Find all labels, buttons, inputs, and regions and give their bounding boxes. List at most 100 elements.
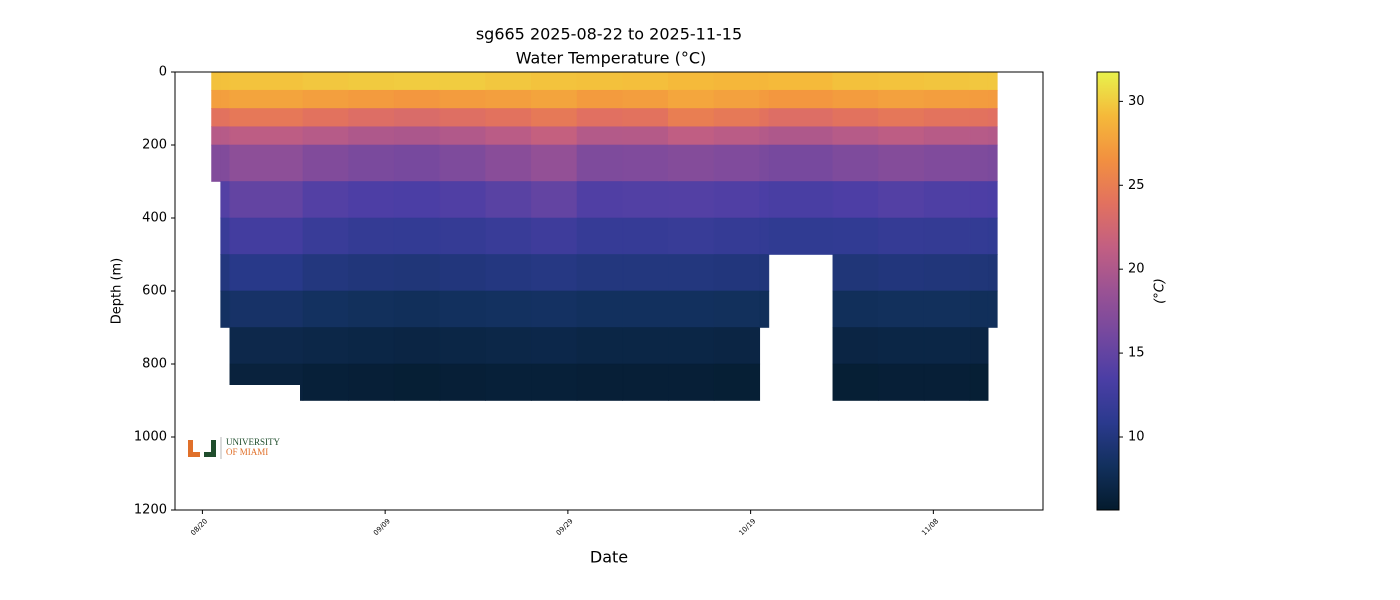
heatmap-cell (923, 290, 971, 328)
heatmap-cell (393, 363, 441, 401)
heatmap-cell (622, 89, 669, 109)
heatmap-cell (759, 217, 770, 255)
heatmap-cell (531, 71, 578, 91)
chart-title: sg665 2025-08-22 to 2025-11-15 (476, 25, 742, 44)
heatmap-cell (531, 108, 578, 128)
heatmap-cell (229, 89, 304, 109)
heatmap-cell (969, 71, 989, 91)
heatmap-cell (439, 126, 486, 146)
heatmap-cell (713, 108, 761, 128)
heatmap-cell (393, 217, 441, 255)
heatmap-cell (923, 327, 971, 365)
heatmap-cell (969, 126, 989, 146)
heatmap-cell (923, 363, 971, 401)
heatmap-cell (969, 217, 989, 255)
heatmap-cell (211, 71, 221, 91)
heatmap-cell (302, 290, 349, 328)
heatmap-cell (832, 89, 879, 109)
heatmap-cell (713, 144, 761, 182)
heatmap-cell (832, 144, 879, 182)
heatmap-cell (878, 144, 925, 182)
heatmap-cell (969, 254, 989, 292)
heatmap-cell (622, 254, 669, 292)
heatmap-cell (832, 108, 879, 128)
heatmap-cell (759, 71, 770, 91)
heatmap-cell (768, 144, 834, 182)
heatmap-cell (622, 363, 669, 401)
heatmap-cell (768, 89, 834, 109)
y-tick-label: 200 (142, 138, 167, 153)
heatmap-cell (439, 144, 486, 182)
heatmap-cell (576, 108, 624, 128)
heatmap-cell (211, 144, 221, 182)
heatmap-cell (713, 71, 761, 91)
x-axis-label: Date (590, 548, 628, 567)
heatmap-cell (832, 181, 879, 219)
heatmap-cell (832, 126, 879, 146)
heatmap-cell (987, 89, 998, 109)
heatmap-cell (393, 290, 441, 328)
heatmap-cell (878, 126, 925, 146)
heatmap-cell (531, 363, 578, 401)
heatmap-cell (923, 217, 971, 255)
heatmap-cell (878, 181, 925, 219)
heatmap-cell (531, 327, 578, 365)
heatmap-cell (923, 126, 971, 146)
heatmap-cell (302, 108, 349, 128)
heatmap-cell (220, 71, 231, 91)
heatmap-cell (229, 181, 304, 219)
heatmap (211, 71, 998, 401)
heatmap-cell (878, 363, 925, 401)
heatmap-cell (759, 108, 770, 128)
heatmap-cell (576, 254, 624, 292)
y-tick-label: 600 (142, 284, 167, 299)
heatmap-cell (878, 89, 925, 109)
heatmap-cell (220, 217, 231, 255)
heatmap-cell (622, 181, 669, 219)
heatmap-cell (713, 181, 761, 219)
heatmap-cell (923, 71, 971, 91)
heatmap-cell (302, 217, 349, 255)
heatmap-cell (969, 327, 989, 365)
heatmap-cell (987, 254, 998, 292)
heatmap-cell (668, 108, 715, 128)
heatmap-cell (211, 89, 221, 109)
heatmap-cell (393, 71, 441, 91)
heatmap-cell (439, 108, 486, 128)
x-tick-label: 09/29 (555, 517, 575, 537)
heatmap-cell (348, 89, 395, 109)
heatmap-cell (878, 254, 925, 292)
y-tick-label: 800 (142, 357, 167, 372)
heatmap-cell (393, 89, 441, 109)
heatmap-cell (622, 108, 669, 128)
x-tick-label: 11/08 (920, 517, 940, 537)
heatmap-cell (759, 254, 770, 292)
heatmap-cell (832, 254, 879, 292)
heatmap-cell (969, 181, 989, 219)
heatmap-cell (668, 181, 715, 219)
heatmap-cell (220, 126, 231, 146)
heatmap-cell (576, 89, 624, 109)
heatmap-cell (832, 290, 879, 328)
heatmap-cell (393, 126, 441, 146)
heatmap-cell (229, 144, 304, 182)
heatmap-cell (713, 290, 761, 328)
heatmap-cell (878, 327, 925, 365)
y-tick-label: 1000 (134, 430, 167, 445)
heatmap-cell (302, 71, 349, 91)
heatmap-cell (220, 254, 231, 292)
heatmap-cell (759, 181, 770, 219)
heatmap-cell (713, 327, 761, 365)
heatmap-cell (969, 290, 989, 328)
x-tick-label: 10/19 (738, 517, 758, 537)
heatmap-cell (576, 181, 624, 219)
heatmap-cell (439, 254, 486, 292)
heatmap-cell (485, 181, 532, 219)
heatmap-cell (220, 144, 231, 182)
heatmap-cell (485, 89, 532, 109)
heatmap-cell (987, 217, 998, 255)
heatmap-cell (439, 89, 486, 109)
heatmap-cell (211, 126, 221, 146)
logo-u-orange (188, 440, 200, 457)
heatmap-cell (878, 290, 925, 328)
